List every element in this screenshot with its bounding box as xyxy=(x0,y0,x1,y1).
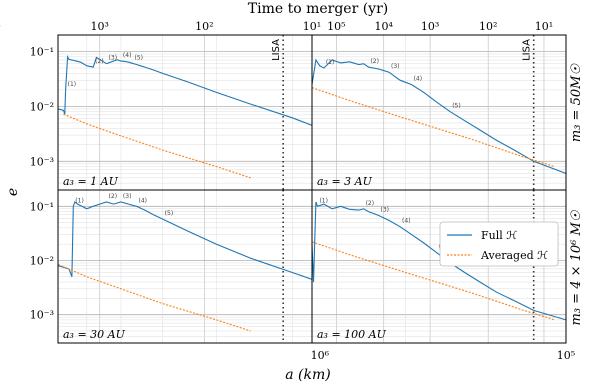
event-marker: (3) xyxy=(109,55,118,62)
panel-label: a₃ = 100 AU xyxy=(317,328,387,341)
series-averaged-line xyxy=(312,241,555,321)
y-tick-label: 10⁻² xyxy=(30,254,54,267)
series-full-line xyxy=(312,58,566,175)
y-axis-label: e xyxy=(5,188,21,196)
top-axis-label: Time to merger (yr) xyxy=(248,1,389,17)
y-tick-label: 10⁻³ xyxy=(30,155,54,168)
event-marker: (4) xyxy=(402,218,411,225)
row-label-bottom: m₃ = 4 × 10⁶ M☉ xyxy=(569,209,584,325)
series-averaged-line xyxy=(312,87,555,168)
panel-frames xyxy=(57,34,567,344)
series-full-line xyxy=(312,201,566,321)
y-tick-label: 10⁻² xyxy=(30,100,54,113)
row-label-top: m₃ = 50M☉ xyxy=(569,63,584,143)
panel-frame xyxy=(311,189,567,344)
top-tick-label: 10⁴ xyxy=(374,20,393,33)
event-marker: (2) xyxy=(95,58,104,65)
series-full-line xyxy=(58,54,312,126)
top-tick-label: 10⁴ xyxy=(0,20,1,33)
event-marker: (4) xyxy=(414,76,423,83)
series-full-line xyxy=(58,201,312,280)
event-marker: (1) xyxy=(68,81,77,88)
top-tick-label: 10³ xyxy=(91,20,109,33)
top-tick-label: 10¹ xyxy=(535,20,553,33)
legend-label-full: Full ℋ xyxy=(481,229,517,242)
x-tick-label: 10⁵ xyxy=(557,349,575,362)
top-tick-label: 10² xyxy=(195,20,213,33)
lisa-label: LISA xyxy=(522,39,533,61)
y-tick-label: 10⁻¹ xyxy=(30,200,54,213)
panel-label: a₃ = 3 AU xyxy=(317,175,373,188)
event-marker: (4) xyxy=(123,52,132,59)
event-marker: (4) xyxy=(139,197,148,204)
lisa-label: LISA xyxy=(271,39,282,61)
event-marker: (5) xyxy=(135,54,144,61)
event-marker: (2) xyxy=(109,193,118,200)
event-markers: (1)(2) (3) (4) (5)(1) (2)(3)(4)(5)(1)(2) (3)(… xyxy=(68,52,461,251)
event-marker: (2) xyxy=(370,58,379,65)
event-marker: (5) xyxy=(452,103,461,110)
y-tick-label: 10⁻¹ xyxy=(30,46,54,59)
event-marker: (1) xyxy=(319,197,328,204)
top-tick-label: 10⁵ xyxy=(327,20,345,33)
top-tick-label: 10¹ xyxy=(303,20,321,33)
series-averaged-line xyxy=(63,113,251,179)
event-marker: (3) xyxy=(391,63,400,70)
event-marker: (1) xyxy=(326,59,335,66)
event-marker: (1) xyxy=(75,197,84,204)
y-tick-label: 10⁻³ xyxy=(30,309,54,322)
event-marker: (3) xyxy=(381,206,390,213)
legend: Full ℋ Averaged ℋ xyxy=(439,221,559,267)
event-marker: (5) xyxy=(165,210,174,217)
event-marker: (2) xyxy=(366,200,375,207)
panel-label: a₃ = 30 AU xyxy=(63,328,126,341)
top-tick-label: 10² xyxy=(479,20,497,33)
x-axis-label: a (km) xyxy=(285,367,330,383)
data-series xyxy=(58,54,566,332)
series-averaged-line xyxy=(58,263,251,332)
panel-label: a₃ = 1 AU xyxy=(63,175,119,188)
grid-lines xyxy=(57,34,567,344)
lisa-lines xyxy=(282,35,535,343)
top-tick-label: 10³ xyxy=(421,20,439,33)
event-marker: (3) xyxy=(123,193,132,200)
legend-label-averaged: Averaged ℋ xyxy=(480,249,548,262)
x-tick-label: 10⁶ xyxy=(311,349,330,362)
